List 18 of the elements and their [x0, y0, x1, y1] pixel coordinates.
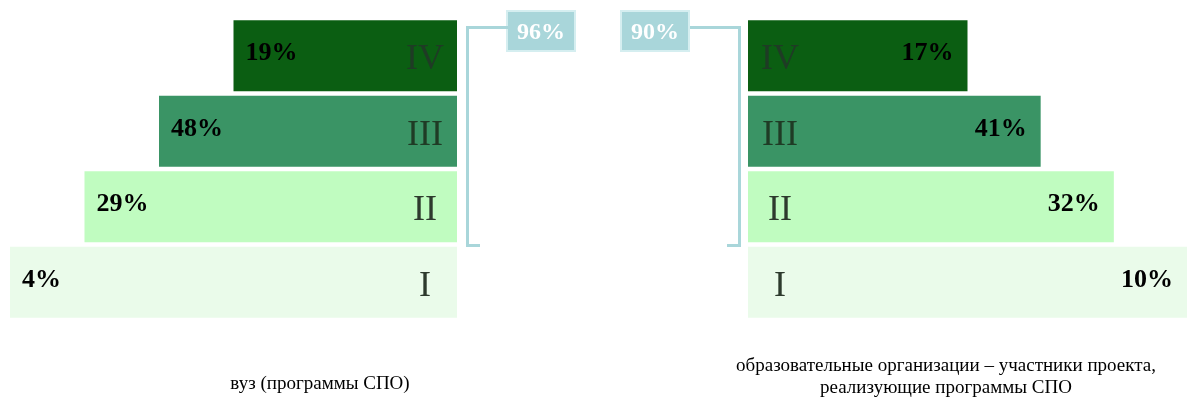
data-label: 32%	[1047, 188, 1100, 218]
text: образовательные организации – участники проекта, реализующие программы СПО	[735, 354, 1157, 398]
data-label: 17%	[901, 37, 954, 67]
data-label: 19%	[245, 37, 298, 67]
category-label: III	[407, 112, 443, 153]
category-label: II	[768, 188, 792, 229]
category-label: III	[762, 112, 798, 153]
data-label: 4%	[22, 263, 61, 293]
category-label: II	[413, 188, 437, 229]
text: 90%	[620, 10, 690, 52]
data-label: 41%	[974, 112, 1027, 142]
category-label: I	[419, 263, 431, 304]
data-label: 48%	[171, 112, 223, 142]
data-label: 10%	[1121, 263, 1173, 293]
text: 96%	[506, 10, 576, 52]
data-label: 29%	[96, 188, 149, 218]
category-label: I	[774, 263, 786, 304]
text: вуз (программы СПО)	[229, 372, 411, 394]
